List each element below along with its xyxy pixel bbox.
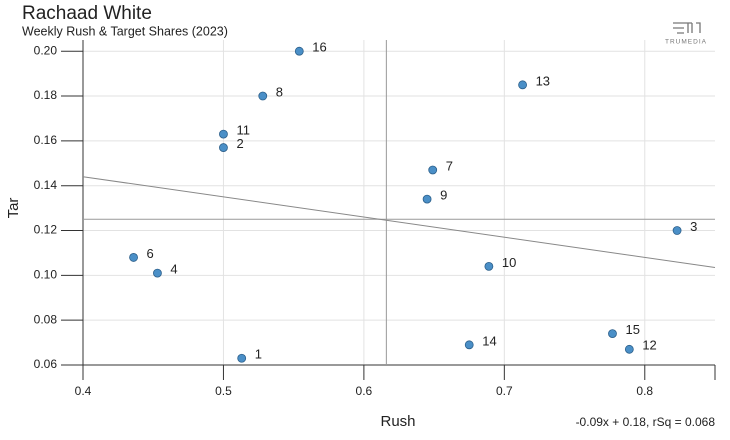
- point: [428, 165, 438, 175]
- point-label: 15: [625, 322, 639, 337]
- chart-subtitle: Weekly Rush & Target Shares (2023): [22, 24, 228, 38]
- y-axis-label: Tar: [5, 198, 22, 219]
- y-tick-label: 0.18: [34, 88, 58, 102]
- point: [464, 340, 474, 350]
- x-tick-label: 0.5: [215, 384, 232, 398]
- x-tick-label: 0.8: [636, 384, 653, 398]
- point-label: 12: [642, 338, 656, 353]
- point: [608, 329, 617, 339]
- point-label: 4: [170, 262, 177, 277]
- point-label: 6: [147, 246, 154, 261]
- x-tick-label: 0.4: [75, 384, 92, 398]
- logo-text: TRUMEDIA: [665, 39, 707, 46]
- x-tick-label: 0.7: [496, 384, 513, 398]
- point-label: 9: [440, 188, 447, 203]
- point-label: 10: [502, 255, 516, 270]
- point: [294, 46, 304, 56]
- point: [258, 91, 268, 101]
- y-tick-label: 0.12: [34, 223, 58, 237]
- point-label: 2: [236, 136, 243, 151]
- logo-icon: [673, 22, 701, 34]
- point: [624, 344, 634, 354]
- point-label: 8: [276, 84, 283, 99]
- trend-line: [82, 176, 716, 268]
- point: [518, 80, 527, 90]
- point: [672, 226, 682, 235]
- y-tick-label: 0.14: [34, 178, 58, 192]
- y-tick-label: 0.16: [34, 133, 58, 147]
- y-tick-label: 0.08: [34, 312, 58, 326]
- point: [153, 268, 162, 278]
- y-tick-label: 0.06: [34, 357, 58, 371]
- equation: -0.09x + 0.18, rSq = 0.068: [576, 415, 716, 429]
- point: [219, 129, 228, 139]
- point-label: 3: [690, 219, 697, 234]
- point: [484, 261, 494, 271]
- point-label: 1: [255, 347, 262, 362]
- point-label: 13: [536, 73, 550, 88]
- x-axis-label: Rush: [380, 413, 415, 430]
- point-label: 7: [446, 158, 453, 173]
- point-label: 16: [312, 40, 326, 55]
- point: [237, 353, 247, 363]
- point-label: 14: [482, 333, 496, 348]
- point-label: 11: [236, 123, 250, 138]
- chart-title: Rachaad White: [22, 3, 152, 24]
- point: [422, 194, 432, 204]
- y-tick-label: 0.10: [34, 268, 58, 282]
- y-tick-label: 0.20: [34, 43, 58, 57]
- x-tick-label: 0.6: [356, 384, 373, 398]
- point: [129, 253, 138, 262]
- point: [219, 143, 228, 152]
